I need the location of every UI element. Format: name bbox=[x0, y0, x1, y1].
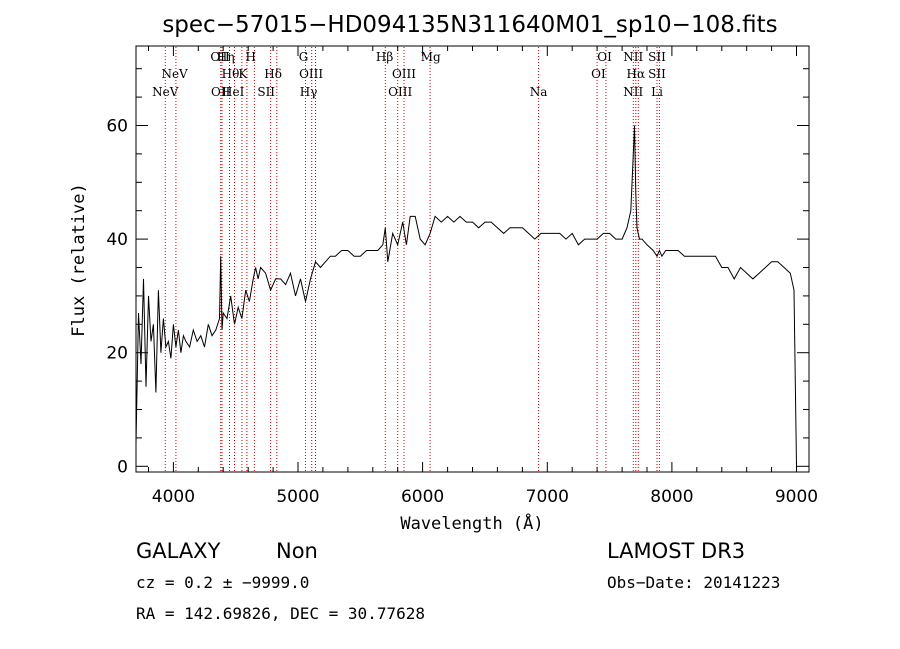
emission-line-label: Hγ bbox=[300, 85, 318, 99]
redshift-info: cz = 0.2 ± −9999.0 bbox=[136, 573, 309, 592]
emission-line-label: NeV bbox=[161, 67, 188, 81]
emission-line-labels: NeVNeVOIIOIIHηHθHeIKHSIIHδGOIIIHγHβOIIIO… bbox=[152, 50, 666, 99]
y-tick-label: 20 bbox=[106, 344, 128, 364]
x-tick-label: 9000 bbox=[775, 487, 818, 507]
emission-line-label: Hθ bbox=[222, 67, 240, 81]
emission-line-label: NII bbox=[623, 50, 643, 64]
emission-line-label: SII bbox=[257, 85, 275, 99]
y-axis-ticks: 0 20 40 60 bbox=[106, 68, 809, 477]
emission-line-label: NeV bbox=[152, 85, 179, 99]
emission-line-markers bbox=[164, 47, 660, 471]
emission-line-label: OIII bbox=[392, 67, 416, 81]
y-tick-label: 0 bbox=[117, 457, 128, 477]
x-tick-label: 8000 bbox=[650, 487, 693, 507]
emission-line-label: OII bbox=[210, 50, 230, 64]
y-tick-label: 40 bbox=[106, 230, 128, 250]
emission-line-label: SII bbox=[648, 50, 666, 64]
object-subclass: Non bbox=[276, 539, 318, 563]
emission-line-label: OII bbox=[211, 85, 231, 99]
spectrum-line bbox=[135, 125, 797, 467]
survey-name: LAMOST DR3 bbox=[607, 539, 745, 563]
coordinates-info: RA = 142.69826, DEC = 30.77628 bbox=[136, 604, 425, 623]
emission-line-label: Hδ bbox=[264, 67, 282, 81]
x-tick-label: 4000 bbox=[152, 487, 195, 507]
emission-line-label: OIII bbox=[299, 67, 323, 81]
y-tick-label: 60 bbox=[106, 117, 128, 137]
x-axis-label: Wavelength (Å) bbox=[400, 512, 543, 534]
chart-title: spec−57015−HD094135N311640M01_sp10−108.f… bbox=[162, 12, 777, 38]
emission-line-label: Hη bbox=[217, 50, 235, 64]
x-tick-label: 6000 bbox=[401, 487, 444, 507]
object-class: GALAXY bbox=[136, 539, 221, 563]
emission-line-label: NII bbox=[623, 85, 643, 99]
emission-line-label: H bbox=[245, 50, 255, 64]
y-axis-label: Flux (relative) bbox=[69, 183, 89, 337]
emission-line-label: OI bbox=[597, 50, 612, 64]
emission-line-label: HeI bbox=[222, 85, 245, 99]
emission-line-label: OI bbox=[591, 67, 606, 81]
emission-line-label: Na bbox=[530, 85, 548, 99]
plot-frame bbox=[135, 45, 810, 473]
x-axis-ticks: 4000 5000 6000 7000 8000 9000 bbox=[148, 46, 818, 507]
emission-line-label: Hβ bbox=[376, 50, 393, 64]
emission-line-label: Mg bbox=[421, 50, 441, 64]
emission-line-label: OIII bbox=[388, 85, 412, 99]
emission-line-label: Li bbox=[651, 85, 663, 99]
x-tick-label: 7000 bbox=[526, 487, 569, 507]
emission-line-label: G bbox=[299, 50, 309, 64]
x-tick-label: 5000 bbox=[276, 487, 319, 507]
emission-line-label: K bbox=[238, 67, 248, 81]
emission-line-label: SII bbox=[648, 67, 666, 81]
emission-line-label: Hα bbox=[627, 67, 646, 81]
observation-date: Obs−Date: 20141223 bbox=[607, 573, 780, 592]
